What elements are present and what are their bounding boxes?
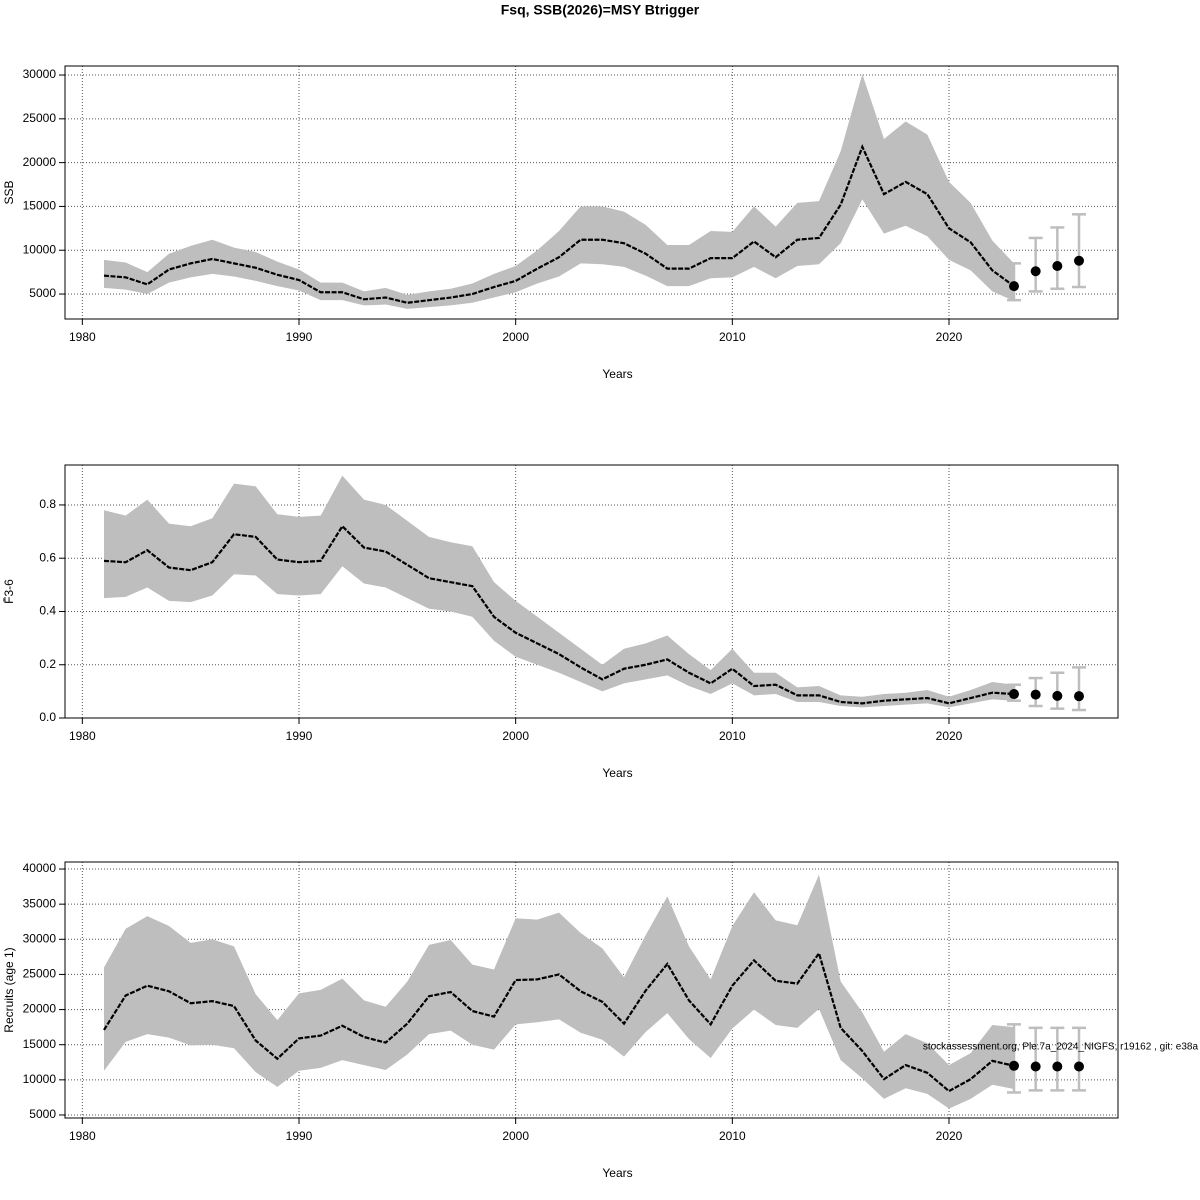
x-axis-label: Years xyxy=(602,367,632,381)
forecast-point xyxy=(1030,266,1041,277)
x-tick-label: 2000 xyxy=(502,1129,529,1143)
y-tick-label: 20000 xyxy=(23,155,57,169)
y-tick-label: 0.2 xyxy=(39,657,56,671)
y-tick-label: 0.8 xyxy=(39,497,56,511)
y-tick-label: 10000 xyxy=(23,242,57,256)
x-tick-label: 2010 xyxy=(719,1129,746,1143)
forecast-point xyxy=(1052,1061,1063,1072)
y-tick-label: 25000 xyxy=(23,111,57,125)
forecast-point xyxy=(1009,1060,1019,1071)
x-tick-label: 2000 xyxy=(502,729,529,743)
x-axis-label: Years xyxy=(602,766,632,780)
x-tick-label: 2000 xyxy=(502,330,529,344)
x-tick-label: 2010 xyxy=(719,729,746,743)
x-tick-label: 1990 xyxy=(286,1129,313,1143)
x-tick-label: 1980 xyxy=(69,1129,96,1143)
confidence-band xyxy=(104,475,1014,708)
x-tick-label: 2020 xyxy=(936,729,963,743)
y-tick-label: 0.4 xyxy=(39,604,56,618)
plot-frame xyxy=(64,65,1119,320)
estimate-line xyxy=(103,950,1015,1093)
x-tick-label: 1990 xyxy=(286,729,313,743)
forecast-point xyxy=(1030,1061,1041,1072)
y-tick-label: 0.0 xyxy=(39,710,56,724)
forecast-point xyxy=(1074,691,1084,702)
forecast-point xyxy=(1074,1061,1084,1072)
plot-frame xyxy=(64,464,1119,719)
x-axis-label: Years xyxy=(602,1166,632,1180)
estimate-line xyxy=(103,524,1015,705)
forecast-point xyxy=(1052,690,1063,701)
forecast-point xyxy=(1074,255,1084,266)
y-tick-label: 5000 xyxy=(29,1107,56,1121)
y-tick-label: 25000 xyxy=(23,967,57,981)
y-tick-label: 30000 xyxy=(23,67,57,81)
annotation: stockassessment.org, Ple.7a_2024_NIGFS, … xyxy=(923,1042,1199,1053)
confidence-band xyxy=(104,874,1014,1109)
y-tick-label: 0.6 xyxy=(39,550,56,564)
forecast-point xyxy=(1052,260,1063,271)
figure-title: Fsq, SSB(2026)=MSY Btrigger xyxy=(501,2,700,18)
x-tick-label: 2010 xyxy=(719,330,746,344)
y-tick-label: 30000 xyxy=(23,931,57,945)
confidence-band xyxy=(104,74,1014,309)
y-tick-label: 40000 xyxy=(23,861,57,875)
y-axis-label: F̄3-6 xyxy=(2,579,16,604)
forecast-point xyxy=(1030,689,1041,700)
x-tick-label: 2020 xyxy=(936,330,963,344)
x-tick-label: 1980 xyxy=(69,729,96,743)
y-tick-label: 15000 xyxy=(23,199,57,213)
x-tick-label: 1980 xyxy=(69,330,96,344)
forecast-point xyxy=(1009,281,1019,292)
estimate-line xyxy=(103,143,1015,304)
y-tick-label: 20000 xyxy=(23,1002,57,1016)
y-tick-label: 5000 xyxy=(29,286,56,300)
y-tick-label: 15000 xyxy=(23,1037,57,1051)
y-axis-label: Recruits (age 1) xyxy=(2,947,16,1032)
y-tick-label: 10000 xyxy=(23,1072,57,1086)
x-tick-label: 2020 xyxy=(936,1129,963,1143)
x-tick-label: 1990 xyxy=(286,330,313,344)
y-axis-label: SSB xyxy=(2,180,16,204)
y-tick-label: 35000 xyxy=(23,896,57,910)
forecast-point xyxy=(1009,689,1019,700)
plot-frame xyxy=(64,861,1119,1119)
